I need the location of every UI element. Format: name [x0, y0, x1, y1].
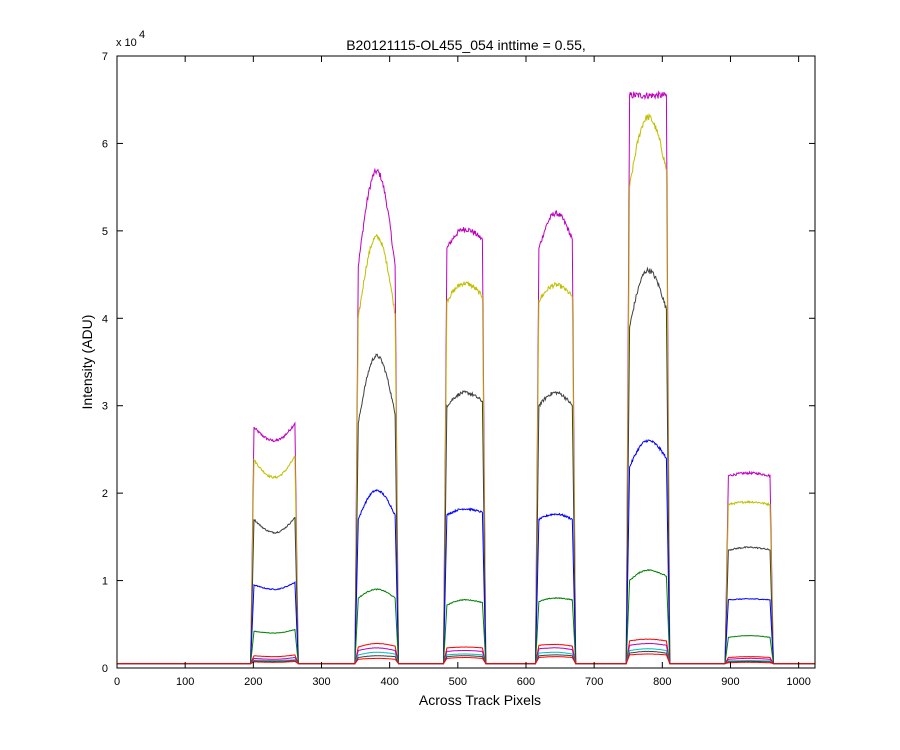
- series-line: [117, 653, 815, 665]
- x-tick-label: 300: [312, 676, 330, 688]
- x-tick-label: 100: [176, 676, 194, 688]
- series-line: [117, 568, 815, 665]
- y-tick-label: 7: [102, 51, 108, 63]
- chart-title: B20121115-OL455_054 inttime = 0.55,: [346, 37, 586, 53]
- series-line: [117, 439, 815, 665]
- x-tick-label: 400: [380, 676, 398, 688]
- x-tick-label: 900: [721, 676, 739, 688]
- y-tick-label: 6: [102, 138, 108, 150]
- x-tick-label: 700: [585, 676, 603, 688]
- x-tick-label: 200: [244, 676, 262, 688]
- y-tick-label: 0: [102, 663, 108, 675]
- x-axis-label: Across Track Pixels: [419, 692, 541, 708]
- y-tick-label: 4: [102, 313, 108, 325]
- series-line: [117, 266, 815, 665]
- x-tick-label: 1000: [786, 676, 810, 688]
- y-axis-label: Intensity (ADU): [79, 315, 95, 410]
- y-exponent-label: x 10: [116, 37, 137, 49]
- series-line: [117, 113, 815, 665]
- y-tick-label: 2: [102, 488, 108, 500]
- series-line: [117, 642, 815, 665]
- y-tick-label: 1: [102, 576, 108, 588]
- x-axis-ticks: 0 100 200 300 400 500 600 700 800 900 1000: [114, 56, 811, 688]
- y-tick-label: 3: [102, 401, 108, 413]
- y-tick-label: 5: [102, 226, 108, 238]
- x-tick-label: 800: [653, 676, 671, 688]
- x-tick-label: 600: [517, 676, 535, 688]
- x-tick-label: 0: [114, 676, 120, 688]
- y-axis-ticks: 0 1 2 3 4 5 6 7: [102, 51, 815, 675]
- x-tick-label: 500: [449, 676, 467, 688]
- series-layer: [117, 90, 815, 665]
- y-exponent-power: 4: [139, 29, 145, 41]
- plot-frame: [116, 55, 816, 669]
- plot-area: [117, 56, 815, 668]
